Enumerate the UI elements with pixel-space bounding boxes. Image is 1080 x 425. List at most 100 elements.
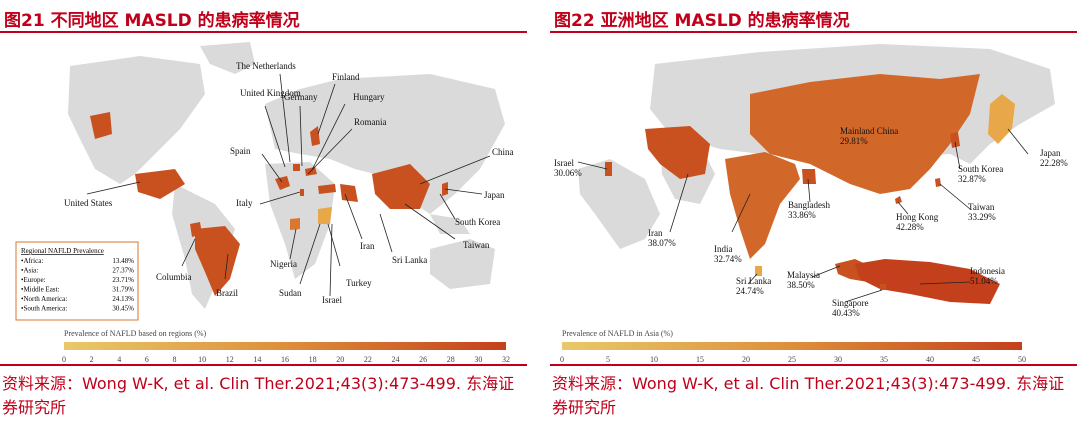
country-label: Indonesia xyxy=(970,266,1005,276)
scale-tick-label: 24 xyxy=(392,355,400,364)
legend-region-name: •Asia: xyxy=(21,267,38,275)
country-value: 38.50% xyxy=(787,280,815,290)
map-country xyxy=(135,169,185,199)
legend-region-name: •Europe: xyxy=(21,276,46,284)
scale-tick-label: 25 xyxy=(788,355,796,364)
source-rule xyxy=(550,364,1077,366)
map-country xyxy=(318,184,336,194)
scale-ticks: 0 5 10 15 20 25 30 35 40 45 50 xyxy=(560,355,1026,364)
legend-title: Regional NAFLD Prevalence xyxy=(21,247,104,255)
country-label: United States xyxy=(64,198,113,208)
map-country xyxy=(750,74,980,194)
country-label: Iran xyxy=(648,228,663,238)
country-label: Finland xyxy=(332,72,360,82)
country-label: Nigeria xyxy=(270,259,297,269)
map-country xyxy=(855,259,1000,304)
scale-tick-label: 30 xyxy=(834,355,842,364)
scale-tick-label: 2 xyxy=(90,355,94,364)
scale-tick-label: 0 xyxy=(62,355,66,364)
country-label: Israel xyxy=(554,158,574,168)
map-country xyxy=(300,189,304,196)
map-country xyxy=(880,284,886,290)
scale-tick-label: 10 xyxy=(198,355,206,364)
map-country xyxy=(895,196,902,204)
map-country xyxy=(293,164,300,171)
map-country xyxy=(755,266,762,276)
scale-tick-label: 5 xyxy=(606,355,610,364)
country-value: 24.74% xyxy=(736,286,764,296)
map-country xyxy=(318,207,332,224)
map-country xyxy=(90,112,112,139)
world-map: The Netherlands Finland United Kingdom G… xyxy=(15,42,514,364)
country-label: Iran xyxy=(360,241,375,251)
scale-ticks: 0 2 4 6 8 10 12 14 16 18 20 22 24 26 28 30 32 xyxy=(62,355,510,364)
map-country xyxy=(605,162,612,176)
country-value: 51.04% xyxy=(970,276,998,286)
scale-tick-label: 45 xyxy=(972,355,980,364)
country-value: 30.06% xyxy=(554,168,582,178)
country-label: The Netherlands xyxy=(236,61,296,71)
leader-lines xyxy=(577,128,1029,303)
title-rule xyxy=(550,31,1077,33)
map-country xyxy=(935,178,941,187)
map-country xyxy=(950,132,960,148)
legend-region-name: •Africa: xyxy=(21,257,43,265)
country-value: 33.29% xyxy=(968,212,996,222)
source-note: 资料来源：Wong W-K, et al. Clin Ther.2021;43(… xyxy=(2,374,515,417)
country-label: Malaysia xyxy=(787,270,820,280)
country-label: Mainland China xyxy=(840,126,898,136)
country-label: Taiwan xyxy=(968,202,995,212)
legend-region-name: •Middle East: xyxy=(21,286,59,294)
legend-region-value: 24.13% xyxy=(112,295,134,303)
country-label: South Korea xyxy=(455,217,500,227)
scale-tick-label: 32 xyxy=(502,355,510,364)
legend-region-name: •North America: xyxy=(21,295,67,303)
country-label: Singapore xyxy=(832,298,869,308)
scale-tick-label: 4 xyxy=(117,355,121,364)
map-country xyxy=(290,218,300,230)
scale-tick-label: 10 xyxy=(650,355,658,364)
legend-region-value: 31.79% xyxy=(112,286,134,294)
country-label: Romania xyxy=(354,117,387,127)
scale-tick-label: 0 xyxy=(560,355,564,364)
map-country xyxy=(195,226,240,296)
scale-tick-label: 6 xyxy=(145,355,149,364)
legend-region-value: 30.45% xyxy=(112,305,134,313)
country-label: Japan xyxy=(1040,148,1061,158)
country-label: Sudan xyxy=(279,288,302,298)
regional-prevalence-legend: Regional NAFLD Prevalence •Africa: 13.48%… xyxy=(15,241,139,321)
map-country xyxy=(372,164,430,209)
country-label: Italy xyxy=(236,198,253,208)
figure-title: 图21 不同地区 MASLD 的患病率情况 xyxy=(4,11,300,31)
country-label: Columbia xyxy=(156,272,192,282)
country-label: India xyxy=(714,244,733,254)
country-value: 38.07% xyxy=(648,238,676,248)
figure-asia-panel: 图22 亚洲地区 MASLD 的患病率情况 xyxy=(550,0,1080,425)
country-label: Hungary xyxy=(353,92,385,102)
map-country xyxy=(340,184,358,202)
country-label: South Korea xyxy=(958,164,1003,174)
map-country xyxy=(645,126,710,179)
leader-lines xyxy=(86,73,491,297)
source-note: 资料来源：Wong W-K, et al. Clin Ther.2021;43(… xyxy=(552,374,1065,417)
scale-tick-label: 40 xyxy=(926,355,934,364)
color-scale-bar xyxy=(562,342,1022,350)
map-country xyxy=(802,169,816,184)
country-label: Hong Kong xyxy=(896,212,939,222)
country-value: 42.28% xyxy=(896,222,924,232)
country-label: Israel xyxy=(322,295,342,305)
legend-region-value: 23.71% xyxy=(112,276,134,284)
country-label: Sri Lanka xyxy=(736,276,771,286)
scale-title: Prevalence of NAFLD in Asia (%) xyxy=(562,329,673,338)
color-scale-bar xyxy=(64,342,506,350)
scale-tick-label: 8 xyxy=(173,355,177,364)
scale-tick-label: 18 xyxy=(309,355,317,364)
scale-tick-label: 30 xyxy=(474,355,482,364)
country-label: Turkey xyxy=(346,278,372,288)
scale-tick-label: 15 xyxy=(696,355,704,364)
country-labels: The Netherlands Finland United Kingdom G… xyxy=(64,61,514,305)
country-label: Germany xyxy=(284,92,318,102)
highlighted-countries xyxy=(90,112,448,296)
map-country xyxy=(310,126,320,146)
